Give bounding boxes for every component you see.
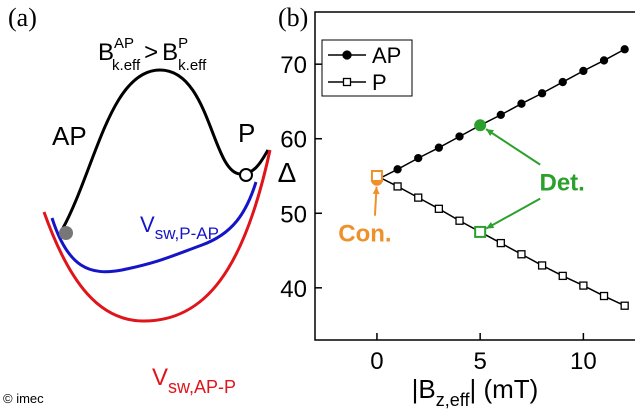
data-point xyxy=(559,272,566,279)
data-point xyxy=(539,262,546,269)
state-label: AP xyxy=(52,121,87,151)
annotation: Det. xyxy=(539,170,584,197)
data-point xyxy=(475,120,485,130)
curve-label-part: V xyxy=(152,364,168,391)
x-tick-label: 10 xyxy=(570,348,597,375)
data-point xyxy=(497,240,504,247)
x-axis-label-part: | (mT) xyxy=(469,374,538,404)
state-ball xyxy=(240,169,252,181)
y-tick-label: 50 xyxy=(280,201,307,228)
y-axis-label: Δ xyxy=(278,157,297,188)
state-label: P xyxy=(238,118,255,148)
data-point xyxy=(601,57,608,64)
data-point xyxy=(372,171,382,181)
annotation-arrow xyxy=(486,129,540,164)
annotation-arrow xyxy=(486,199,540,229)
annotation: Con. xyxy=(338,221,391,248)
y-tick-label: 60 xyxy=(280,127,307,154)
data-point xyxy=(580,67,587,74)
relation-part: k.eff xyxy=(112,57,141,74)
curve-label-part: V xyxy=(140,212,155,237)
legend-marker xyxy=(344,79,351,86)
legend-label: AP xyxy=(372,43,401,68)
y-tick-label: 40 xyxy=(280,276,307,303)
data-point xyxy=(621,46,628,53)
data-point xyxy=(497,111,504,118)
data-point xyxy=(601,293,608,300)
panel-label: (b) xyxy=(278,3,308,32)
curve-label-part: sw,AP-P xyxy=(168,377,236,397)
copyright: © imec xyxy=(3,391,44,406)
annotation-arrowhead xyxy=(373,187,380,194)
data-point xyxy=(475,227,485,237)
data-point xyxy=(621,302,628,309)
relation-part: AP xyxy=(114,35,134,52)
data-point xyxy=(518,251,525,258)
curve-label: Vsw,AP-P xyxy=(152,364,236,397)
data-point xyxy=(435,205,442,212)
data-point xyxy=(415,194,422,201)
figure: (a) BAPk.eff>BPk.eff AP P Vsw,P-AP Vsw,A… xyxy=(0,0,635,409)
data-point xyxy=(539,90,546,97)
data-point xyxy=(559,79,566,86)
x-axis-label-part: |B xyxy=(412,374,436,404)
relation-part: > xyxy=(144,39,158,66)
relation-part: B xyxy=(162,39,178,66)
legend-marker xyxy=(343,51,351,59)
x-tick-label: 0 xyxy=(370,348,383,375)
x-tick-label: 5 xyxy=(473,348,486,375)
curve-label: Vsw,P-AP xyxy=(140,212,219,243)
relation-part: P xyxy=(178,35,188,52)
data-point xyxy=(456,217,463,224)
curve-label-part: sw,P-AP xyxy=(155,224,219,243)
data-point xyxy=(580,282,587,289)
panel-label: (a) xyxy=(8,3,37,32)
data-point xyxy=(394,183,401,190)
data-point xyxy=(394,166,401,173)
data-point xyxy=(435,144,442,151)
energy-curve xyxy=(62,70,268,230)
x-axis-label-part: z,eff xyxy=(436,390,471,409)
data-point xyxy=(518,100,525,107)
relation-part: k.eff xyxy=(178,57,207,74)
y-tick-label: 70 xyxy=(280,52,307,79)
data-point xyxy=(456,133,463,140)
state-ball xyxy=(59,226,73,240)
x-axis-label: |Bz,eff| (mT) xyxy=(412,374,539,409)
data-point xyxy=(415,155,422,162)
legend-label: P xyxy=(372,70,387,95)
